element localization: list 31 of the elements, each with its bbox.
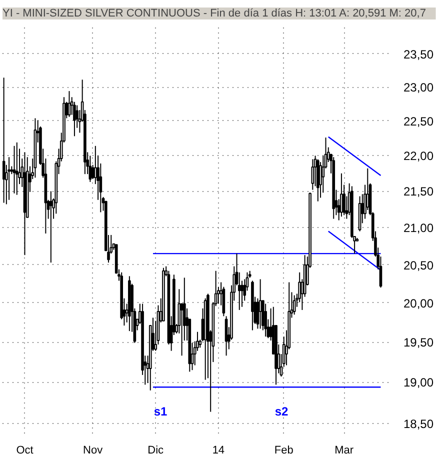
candlestick <box>258 278 262 330</box>
annotation: s2 <box>274 404 288 418</box>
y-tick-label: 23,50 <box>404 47 434 62</box>
x-tick-label: Oct <box>16 444 34 456</box>
candlestick <box>12 145 16 194</box>
candlestick <box>311 158 314 190</box>
y-tick-label: 23,00 <box>404 80 434 95</box>
candlestick <box>222 286 226 317</box>
y-tick-label: 21,00 <box>404 221 434 236</box>
chart-title: YI - MINI-SIZED SILVER CONTINUOUS - Fin de día 1 días H: 13:01 A: 20,591 M: 20,7 <box>2 8 426 20</box>
y-tick-label: 21,50 <box>404 184 434 199</box>
y-tick-label: 18,50 <box>404 416 434 431</box>
candlestick <box>2 77 6 204</box>
x-tick-label: 14 <box>212 444 225 456</box>
x-tick-label: Dic <box>148 444 164 456</box>
y-tick-label: 19,50 <box>404 336 434 350</box>
annotation: s1 <box>154 404 168 418</box>
x-tick-label: Nov <box>83 444 104 456</box>
candlestick <box>292 294 296 316</box>
y-tick-label: 22,50 <box>404 114 434 128</box>
y-tick-label: 20,50 <box>404 258 434 272</box>
y-tick-label: 19,00 <box>404 376 434 390</box>
candlestick <box>8 156 10 200</box>
y-tick-label: 22,00 <box>404 149 434 164</box>
candlestick <box>15 142 18 196</box>
x-tick-label: Feb <box>274 444 294 456</box>
y-tick-label: 20,00 <box>404 296 434 310</box>
candlestick <box>68 90 71 118</box>
candlestick <box>73 101 76 137</box>
x-tick-label: Mar <box>334 444 354 456</box>
candlestick <box>264 303 267 338</box>
